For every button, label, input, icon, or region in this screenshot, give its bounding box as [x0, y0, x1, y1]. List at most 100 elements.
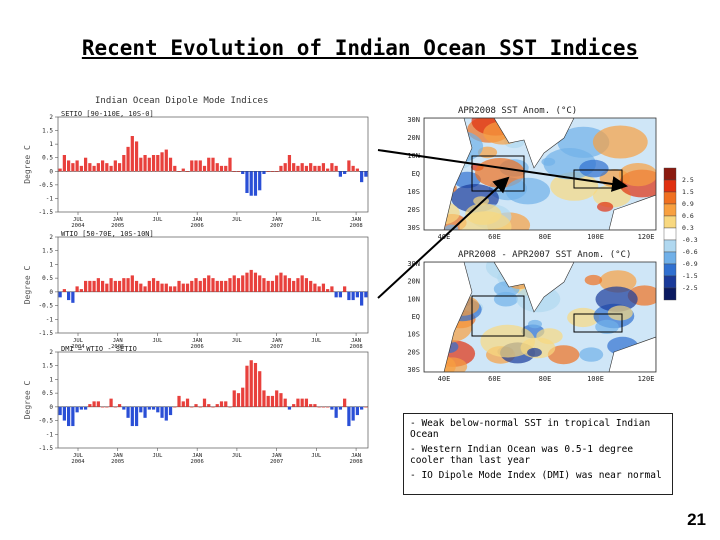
x-tick-year-label: 2005 [111, 459, 124, 465]
lat-label: 30S [407, 366, 420, 374]
data-bar [253, 272, 258, 292]
data-bar [287, 406, 292, 410]
data-bar [334, 406, 338, 418]
data-bar [266, 395, 270, 407]
data-bar [355, 406, 359, 416]
lon-label: 60E [488, 233, 501, 241]
plot-frame [57, 351, 369, 449]
wtio-box [471, 295, 525, 337]
chart-title: Indian Ocean Dipole Mode Indices [95, 96, 268, 106]
data-bar [228, 278, 232, 292]
data-bar [109, 398, 113, 407]
data-bar [79, 406, 83, 410]
map-frame [423, 261, 657, 373]
lat-label: 30N [407, 116, 420, 124]
x-tick-label: JAN [192, 217, 202, 223]
lat-label: 20N [407, 134, 420, 142]
x-tick-label: JAN [351, 338, 361, 344]
data-bar [313, 404, 317, 407]
data-bar [164, 283, 168, 292]
x-tick-year-label: 2008 [349, 459, 362, 465]
y-axis-label: Degree C [23, 145, 32, 184]
data-bar [117, 404, 122, 407]
x-tick-label: JAN [272, 217, 282, 223]
australia-land [608, 194, 656, 230]
x-tick-label: JUL [73, 338, 84, 344]
anomaly-region [477, 146, 498, 159]
colorbar-label: 0.3 [682, 224, 694, 232]
y-tick-label: -1.5 [39, 330, 54, 337]
africa-land [424, 262, 473, 372]
data-bar [67, 160, 71, 172]
data-bar [156, 406, 160, 413]
data-bar [211, 157, 215, 172]
y-tick-label: 0 [49, 404, 53, 411]
data-bar [224, 165, 228, 172]
data-bar [275, 171, 279, 172]
data-bar [198, 280, 202, 292]
data-bar [326, 168, 330, 172]
x-tick-label: JUL [232, 217, 243, 223]
data-bar [241, 275, 245, 292]
anomaly-region [592, 125, 648, 159]
anomaly-region [505, 177, 551, 205]
data-bar [321, 163, 326, 172]
y-tick-label: -1 [46, 431, 54, 438]
colorbar-swatch [663, 215, 677, 229]
chart-subtitle: DMI = WTIO - SETIO [61, 345, 137, 353]
x-tick-label: JAN [113, 338, 123, 344]
data-bar [207, 275, 211, 292]
y-tick-label: -1 [46, 195, 54, 202]
data-bar [317, 286, 321, 292]
x-tick-label: JUL [232, 453, 243, 459]
data-bar [109, 278, 113, 292]
colorbar-label: -0.3 [682, 236, 698, 244]
data-bar [292, 280, 296, 292]
data-bar [334, 291, 338, 298]
x-tick-year-label: 2007 [270, 459, 283, 465]
data-bar [151, 406, 156, 410]
x-tick-year-label: 2005 [111, 344, 124, 350]
data-bar [190, 280, 194, 292]
lon-label: 40E [438, 375, 451, 383]
x-tick-label: JAN [113, 217, 123, 223]
data-bar [75, 160, 79, 172]
data-bar [321, 406, 326, 408]
data-bar [360, 291, 364, 306]
colorbar-swatch [663, 239, 677, 253]
lat-label: 10N [407, 295, 420, 303]
data-bar [109, 165, 113, 172]
data-bar [224, 280, 228, 292]
y-tick-label: 0.5 [42, 390, 53, 397]
x-tick-year-label: 2006 [191, 459, 204, 465]
colorbar-label: 0.9 [682, 200, 694, 208]
data-bar [88, 404, 92, 407]
data-bar [279, 393, 283, 407]
data-bar [160, 406, 164, 418]
data-bar [270, 171, 275, 172]
data-bar [168, 157, 173, 172]
x-tick-label: JAN [192, 338, 202, 344]
x-tick-label: JAN [113, 453, 123, 459]
data-bar [143, 286, 147, 292]
y-tick-label: 0.5 [42, 275, 53, 282]
data-bar [181, 283, 185, 292]
data-bar [71, 291, 75, 303]
data-bar [287, 155, 292, 172]
data-bar [83, 406, 88, 410]
data-bar [185, 171, 190, 172]
data-bar [100, 406, 105, 408]
data-bar [245, 171, 249, 193]
anomaly-field [424, 118, 656, 230]
data-bar [304, 165, 309, 172]
anomaly-region [597, 201, 614, 212]
data-bar [215, 404, 219, 407]
data-bar [190, 160, 194, 172]
data-bar [236, 278, 241, 292]
lon-label: 80E [539, 233, 552, 241]
data-bar [139, 406, 143, 413]
anomaly-region [618, 163, 656, 187]
data-bar [168, 406, 173, 416]
data-bar [211, 406, 215, 408]
data-bar [58, 291, 62, 298]
